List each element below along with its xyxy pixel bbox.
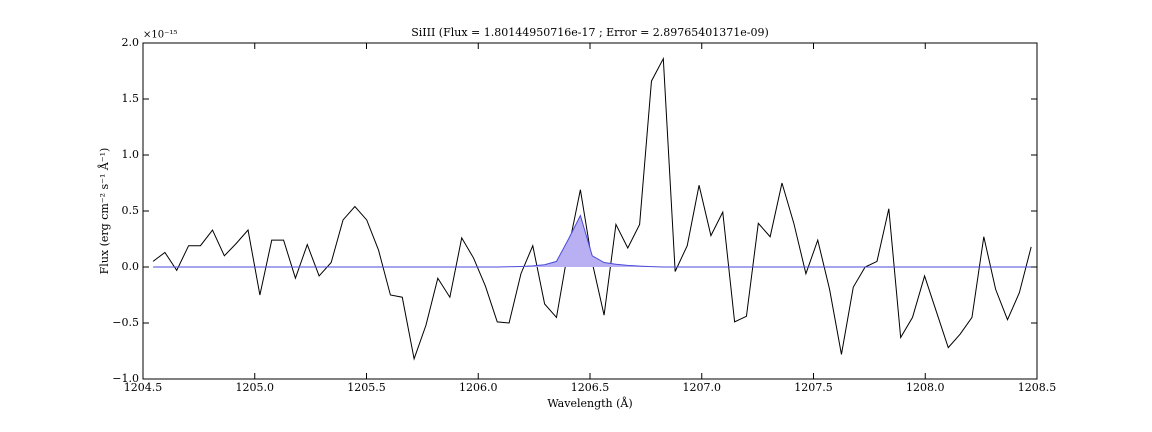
x-tick-label: 1206.0 xyxy=(459,381,498,394)
x-axis-label: Wavelength (Å) xyxy=(547,396,632,410)
y-tick-label: 2.0 xyxy=(122,36,140,49)
x-tick-label: 1207.5 xyxy=(794,381,833,394)
x-tick-label: 1205.0 xyxy=(236,381,275,394)
chart-title: SiIII (Flux = 1.80144950716e-17 ; Error … xyxy=(411,26,769,39)
x-tick-label: 1206.5 xyxy=(571,381,610,394)
y-tick-label: 1.0 xyxy=(122,148,140,161)
model-area xyxy=(153,215,1032,267)
data-line xyxy=(152,56,1032,361)
y-tick-label: 0.0 xyxy=(122,260,140,273)
y-axis-label: Flux (erg cm⁻² s⁻¹ Å⁻¹) xyxy=(97,148,111,275)
x-tick-label: 1208.5 xyxy=(1018,381,1057,394)
y-offset-label: ×10⁻¹⁵ xyxy=(143,30,177,41)
y-tick-label: 1.5 xyxy=(122,92,140,105)
x-tick-label: 1207.0 xyxy=(683,381,722,394)
y-tick-label: −1.0 xyxy=(112,372,139,385)
x-tick-label: 1205.5 xyxy=(347,381,386,394)
model-line xyxy=(153,214,1032,268)
plot-frame xyxy=(142,42,1038,380)
y-tick-label: −0.5 xyxy=(112,316,139,329)
x-tick-label: 1208.0 xyxy=(906,381,945,394)
y-tick-label: 0.5 xyxy=(122,204,140,217)
x-tick-label: 1204.5 xyxy=(124,381,163,394)
